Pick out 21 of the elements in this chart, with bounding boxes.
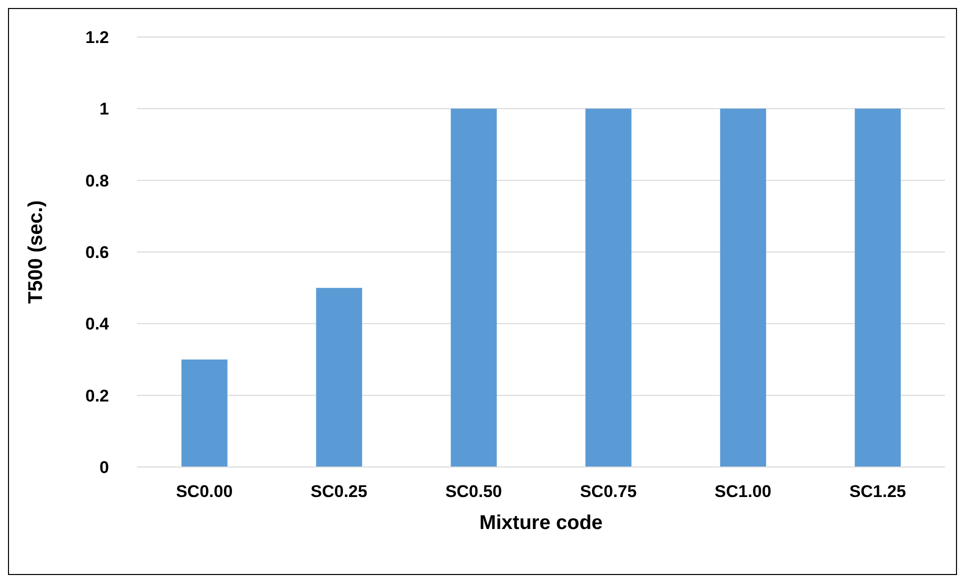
bar [181, 360, 228, 467]
x-tick-label: SC1.25 [849, 482, 906, 502]
y-tick-label: 0.8 [85, 171, 109, 190]
x-tick-label: SC0.00 [176, 482, 233, 502]
y-tick-label: 1 [100, 100, 109, 119]
bar [585, 108, 632, 467]
y-tick-label: 0 [100, 458, 109, 478]
x-tick-label: SC1.00 [714, 482, 772, 502]
y-tick-label: 0.4 [85, 314, 110, 334]
y-tick-label: 0.6 [85, 243, 109, 262]
x-tick-label: SC0.25 [310, 482, 368, 502]
y-tick-label: 1.2 [85, 28, 109, 48]
x-tick-label: SC0.75 [580, 482, 637, 502]
bar [450, 108, 497, 467]
x-tick-label: SC0.50 [445, 482, 502, 502]
bar [854, 108, 901, 467]
bar [316, 288, 362, 467]
y-axis-title: T500 (sec.) [25, 200, 48, 304]
y-tick-label: 0.2 [85, 386, 109, 406]
bar [720, 108, 766, 467]
x-axis-title: Mixture code [479, 512, 603, 534]
